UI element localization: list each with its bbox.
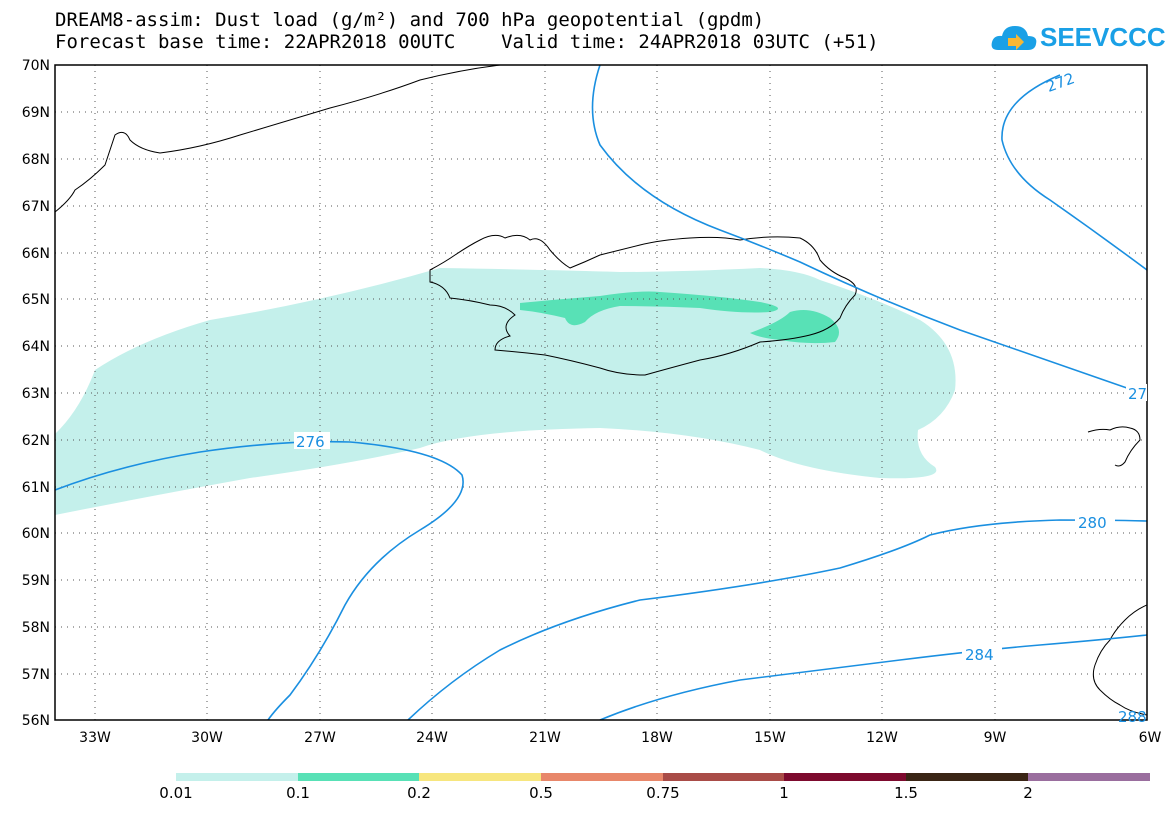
dust-area-mid-east bbox=[750, 310, 839, 344]
gridlines bbox=[55, 65, 1147, 720]
latitude-labels: 70N 69N 68N 67N 66N 65N 64N 63N 62N 61N … bbox=[22, 58, 50, 729]
scotland-coast bbox=[1092, 604, 1147, 716]
legend-swatch bbox=[784, 773, 906, 781]
lat-label: 64N bbox=[22, 339, 50, 355]
legend-label: 2 bbox=[1023, 784, 1033, 802]
contour-label: 280 bbox=[1078, 514, 1107, 532]
lon-label: 27W bbox=[304, 730, 336, 746]
legend-swatch bbox=[419, 773, 541, 781]
contour-label: 288 bbox=[1118, 708, 1147, 726]
lat-label: 69N bbox=[22, 105, 50, 121]
legend-label: 0.1 bbox=[286, 784, 310, 802]
lat-label: 57N bbox=[22, 667, 50, 683]
lat-label: 60N bbox=[22, 526, 50, 542]
longitude-labels: 33W 30W 27W 24W 21W 18W 15W 12W 9W 6W bbox=[79, 730, 1161, 746]
legend-swatch bbox=[906, 773, 1028, 781]
legend-swatch bbox=[298, 773, 419, 781]
lat-label: 62N bbox=[22, 433, 50, 449]
lon-label: 24W bbox=[416, 730, 448, 746]
lon-label: 18W bbox=[641, 730, 673, 746]
geopotential-contours bbox=[55, 65, 1147, 720]
lon-label: 33W bbox=[79, 730, 111, 746]
lat-label: 68N bbox=[22, 152, 50, 168]
lat-label: 61N bbox=[22, 480, 50, 496]
contour-label: 272 bbox=[1044, 69, 1077, 96]
legend-swatch bbox=[176, 773, 298, 781]
legend-label: 1 bbox=[779, 784, 789, 802]
contour-label: 27 bbox=[1128, 385, 1147, 403]
lon-label: 15W bbox=[754, 730, 786, 746]
seevccc-logo: SEEVCCC bbox=[990, 18, 1166, 58]
contour-labels: 276 272 27 280 284 288 bbox=[294, 69, 1147, 726]
legend-swatch bbox=[663, 773, 784, 781]
legend-label: 0.01 bbox=[159, 784, 193, 802]
legend-label: 0.5 bbox=[529, 784, 553, 802]
legend-label: 0.2 bbox=[407, 784, 431, 802]
map-plot-area bbox=[55, 65, 1147, 720]
contour-272-ne bbox=[1001, 74, 1147, 271]
contour-label: 284 bbox=[965, 646, 994, 664]
greenland-coast bbox=[55, 65, 501, 213]
legend-label: 1.5 bbox=[894, 784, 918, 802]
lon-label: 30W bbox=[191, 730, 223, 746]
legend-label: 0.75 bbox=[646, 784, 680, 802]
contour-label: 276 bbox=[296, 433, 325, 451]
lon-label: 12W bbox=[866, 730, 898, 746]
lat-label: 70N bbox=[22, 58, 50, 74]
map-subtitle: Forecast base time: 22APR2018 00UTC Vali… bbox=[55, 31, 879, 53]
dust-area-mid bbox=[520, 291, 778, 326]
lon-label: 9W bbox=[984, 730, 1007, 746]
legend-swatch bbox=[1028, 773, 1150, 781]
lat-label: 58N bbox=[22, 620, 50, 636]
cloud-icon bbox=[991, 26, 1037, 50]
lat-label: 66N bbox=[22, 246, 50, 262]
lat-label: 56N bbox=[22, 713, 50, 729]
contour-284 bbox=[599, 634, 1147, 720]
logo-text: SEEVCCC bbox=[1040, 22, 1166, 52]
contour-276 bbox=[55, 440, 464, 720]
lat-label: 67N bbox=[22, 199, 50, 215]
contour-280 bbox=[407, 519, 1147, 720]
lat-label: 59N bbox=[22, 573, 50, 589]
dust-area-light bbox=[55, 268, 956, 515]
contour-272-north bbox=[591, 65, 1147, 396]
legend-swatch bbox=[541, 773, 663, 781]
map-title: DREAM8-assim: Dust load (g/m²) and 700 h… bbox=[55, 9, 765, 31]
lat-label: 63N bbox=[22, 386, 50, 402]
lat-label: 65N bbox=[22, 292, 50, 308]
lon-label: 21W bbox=[529, 730, 561, 746]
norway-coast bbox=[1087, 426, 1141, 467]
lon-label: 6W bbox=[1139, 730, 1162, 746]
